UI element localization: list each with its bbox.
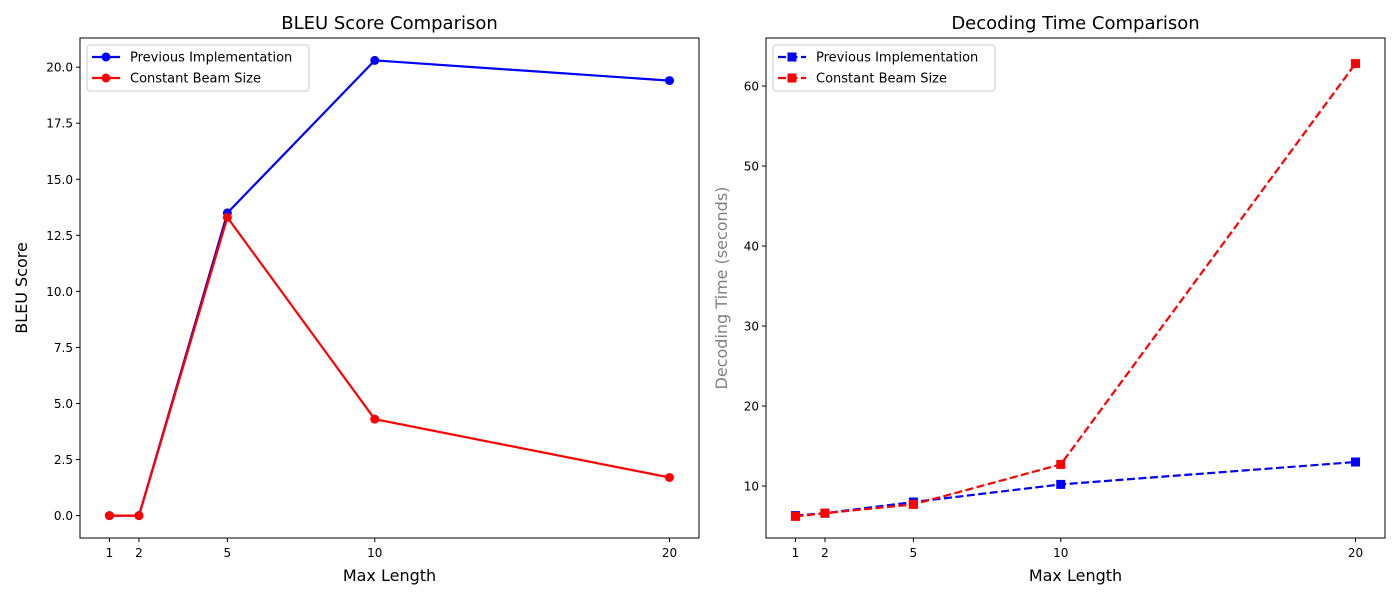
x-tick-label: 5 (910, 546, 918, 560)
legend-entry: Constant Beam Size (778, 72, 947, 87)
y-tick-label: 10.0 (46, 285, 73, 299)
legend-marker (787, 52, 797, 62)
chart-title: BLEU Score Comparison (281, 13, 498, 34)
legend: Previous Implementation Constant Beam Siz… (772, 44, 996, 92)
data-point (790, 511, 800, 521)
data-point (820, 508, 830, 518)
x-tick-label: 10 (1053, 546, 1068, 560)
y-axis-label: Decoding Time (seconds) (712, 187, 731, 390)
data-point (665, 76, 675, 86)
series-line (109, 59, 670, 517)
legend: Previous Implementation Constant Beam Siz… (86, 44, 310, 92)
data-point (908, 499, 918, 509)
legend-marker (101, 52, 111, 62)
y-tick-label: 20 (744, 400, 759, 414)
y-tick-label: 12.5 (46, 229, 73, 243)
data-point (1351, 457, 1361, 467)
y-tick-label: 10 (744, 480, 759, 494)
y-tick-label: 15.0 (46, 173, 73, 187)
legend-entry: Previous Implementation (92, 51, 292, 66)
y-axis-label: BLEU Score (12, 242, 31, 334)
series-2 (790, 59, 1361, 521)
data-point (104, 511, 114, 521)
y-tick-label: 20.0 (46, 61, 73, 75)
x-tick-label: 10 (367, 546, 382, 560)
legend-label: Constant Beam Size (130, 72, 261, 87)
legend-box (772, 44, 996, 92)
legend-label: Previous Implementation (816, 51, 978, 66)
data-point (370, 55, 380, 65)
y-tick-label: 7.5 (54, 341, 73, 355)
data-point (1056, 459, 1066, 469)
chart-title: Decoding Time Comparison (951, 13, 1199, 34)
legend-entry: Previous Implementation (778, 51, 978, 66)
data-point (1056, 479, 1066, 489)
x-tick-label: 2 (135, 546, 143, 560)
y-tick-label: 30 (744, 320, 759, 334)
legend-marker (101, 73, 111, 83)
legend-box (86, 44, 310, 92)
legend-label: Constant Beam Size (816, 72, 947, 87)
x-axis-label: Max Length (1029, 566, 1122, 585)
series-line (109, 216, 670, 517)
chart-2: Decoding Time Comparison 1 2 5 10 20 10 20 30 40 5… (712, 13, 1386, 585)
y-tick-label: 40 (744, 240, 759, 254)
x-tick-label: 20 (662, 546, 677, 560)
data-point (665, 472, 675, 482)
series-line (795, 62, 1357, 518)
legend-marker (787, 73, 797, 83)
data-point (222, 212, 232, 222)
plot-frame (79, 37, 700, 539)
data-point (1351, 59, 1361, 69)
y-tick-label: 0.0 (54, 509, 73, 523)
series-2 (104, 212, 675, 521)
x-tick-label: 20 (1348, 546, 1363, 560)
x-tick-label: 2 (821, 546, 829, 560)
data-point (134, 511, 144, 521)
data-point (370, 414, 380, 424)
y-tick-label: 2.5 (54, 453, 73, 467)
chart-1: BLEU Score Comparison 1 2 5 10 20 0.0 2.5 5.0 7.5… (12, 13, 700, 585)
x-axis-label: Max Length (343, 566, 436, 585)
x-tick-label: 1 (792, 546, 800, 560)
legend-label: Previous Implementation (130, 51, 292, 66)
y-tick-label: 50 (744, 160, 759, 174)
y-tick-label: 60 (744, 80, 759, 94)
x-tick-label: 5 (224, 546, 232, 560)
series-1 (790, 457, 1361, 521)
y-tick-label: 17.5 (46, 117, 73, 131)
x-tick-label: 1 (106, 546, 114, 560)
y-tick-label: 5.0 (54, 397, 73, 411)
legend-entry: Constant Beam Size (92, 72, 261, 87)
series-1 (104, 55, 675, 521)
plot-frame (765, 37, 1386, 539)
